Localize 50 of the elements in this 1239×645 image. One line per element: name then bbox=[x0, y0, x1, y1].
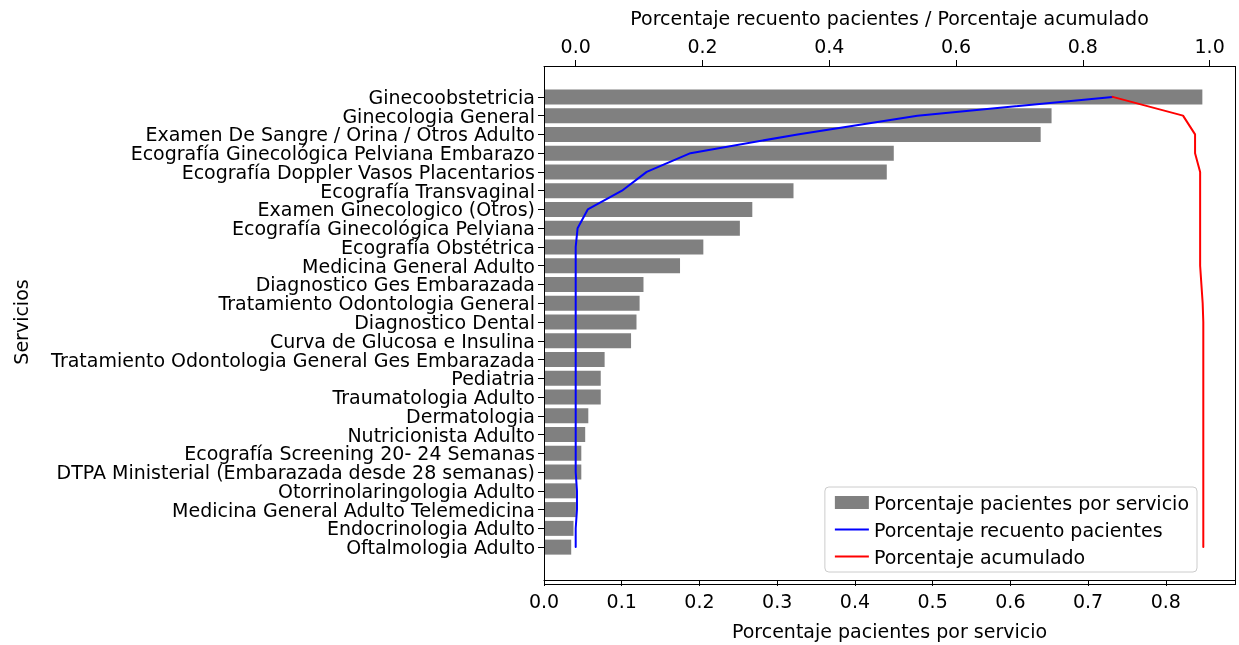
x2-tick-label: 1.0 bbox=[1194, 34, 1225, 57]
y-tick-label: Diagnostico Ges Embarazada bbox=[255, 273, 535, 296]
bar bbox=[544, 164, 887, 180]
bar bbox=[544, 464, 582, 480]
bar bbox=[544, 427, 586, 443]
bar bbox=[544, 333, 632, 349]
x2-axis-title: Porcentaje recuento pacientes / Porcentaje acumulado bbox=[630, 6, 1149, 29]
bar bbox=[544, 408, 589, 424]
x-tick-label: 0.4 bbox=[839, 589, 871, 612]
bar bbox=[544, 295, 640, 311]
legend-label: Porcentaje pacientes por servicio bbox=[873, 491, 1189, 514]
y-tick-label: Endocrinologia Adulto bbox=[327, 517, 535, 540]
x2-tick-label: 0.0 bbox=[560, 34, 591, 57]
bar bbox=[544, 445, 582, 461]
bar bbox=[544, 89, 1203, 105]
legend-label: Porcentaje acumulado bbox=[873, 545, 1086, 568]
bar bbox=[544, 108, 1052, 124]
bar bbox=[544, 239, 704, 255]
bar bbox=[544, 314, 637, 330]
x-tick-label: 0.0 bbox=[528, 589, 560, 612]
x-tick-label: 0.1 bbox=[606, 589, 637, 612]
y-tick-label: Ecografía Transvaginal bbox=[320, 179, 535, 202]
bar bbox=[544, 145, 894, 161]
bar bbox=[544, 389, 601, 405]
bar bbox=[544, 258, 681, 274]
bar bbox=[544, 483, 576, 499]
legend-label: Porcentaje recuento pacientes bbox=[873, 518, 1163, 541]
x2-tick-label: 0.2 bbox=[687, 34, 718, 57]
bar bbox=[544, 539, 572, 555]
bar bbox=[544, 520, 574, 536]
bar bbox=[544, 126, 1041, 142]
x-tick-label: 0.3 bbox=[762, 589, 793, 612]
bar bbox=[544, 502, 576, 518]
x-axis-title: Porcentaje pacientes por servicio bbox=[731, 619, 1048, 642]
bar bbox=[544, 201, 753, 217]
x2-tick-label: 0.4 bbox=[814, 34, 845, 57]
x-tick-label: 0.5 bbox=[917, 589, 948, 612]
bar bbox=[544, 352, 605, 368]
bar bbox=[544, 370, 601, 386]
bar bbox=[544, 183, 794, 199]
x-tick-label: 0.8 bbox=[1150, 589, 1181, 612]
bar bbox=[544, 220, 740, 236]
x-tick-label: 0.2 bbox=[684, 589, 715, 612]
y-axis-title: Servicios bbox=[9, 279, 32, 365]
x-tick-label: 0.6 bbox=[995, 589, 1026, 612]
x2-tick-label: 0.6 bbox=[940, 34, 972, 57]
x-tick-label: 0.7 bbox=[1072, 589, 1104, 612]
y-tick-label: Ecografía Screening 20- 24 Semanas bbox=[184, 442, 535, 465]
x2-tick-label: 0.8 bbox=[1067, 34, 1098, 57]
bar bbox=[544, 276, 644, 292]
